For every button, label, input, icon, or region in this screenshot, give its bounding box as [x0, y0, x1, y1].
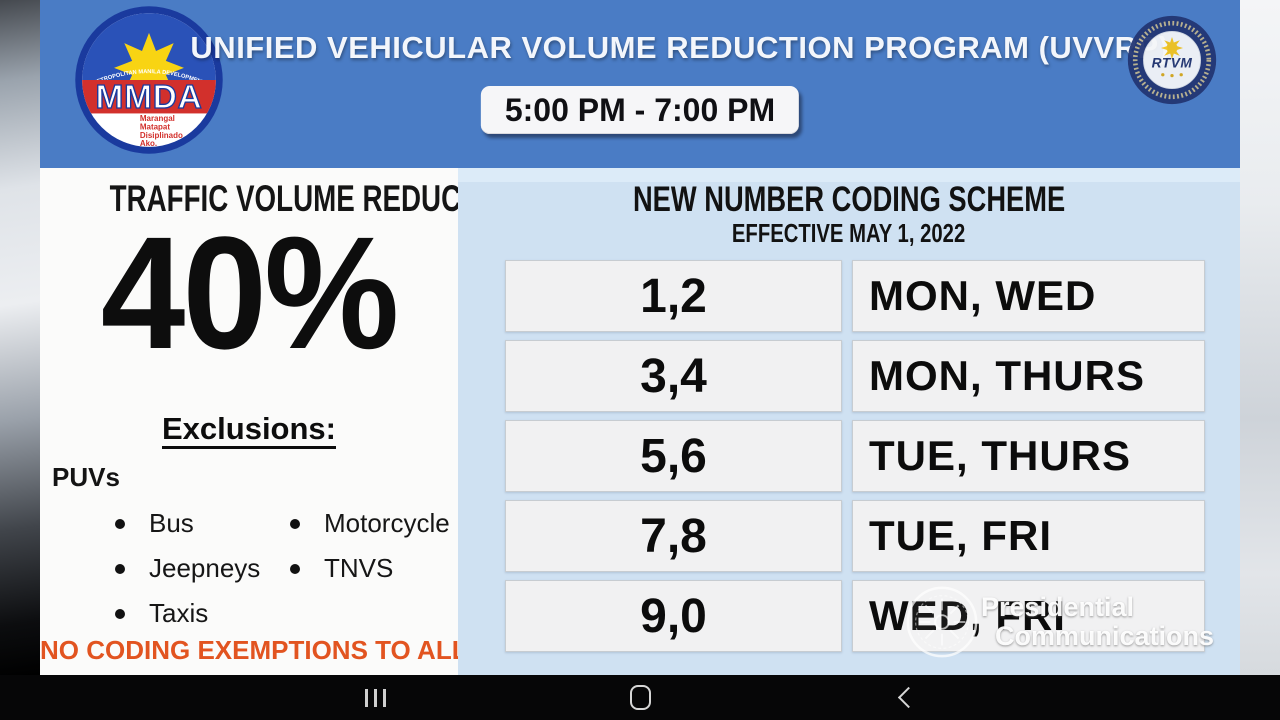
uvvrp-slide: METROPOLITAN MANILA DEVELOPMENT AUTHORIT… — [40, 0, 1240, 675]
bullet-icon — [115, 563, 125, 574]
plate-numbers-cell: 7,8 — [505, 500, 842, 572]
table-row: 9,0 WED, FRI — [505, 580, 1205, 652]
presidential-seal-icon — [906, 586, 978, 658]
home-icon — [629, 685, 651, 710]
blurred-edge-left — [0, 0, 40, 675]
traffic-reduction-heading: TRAFFIC VOLUME REDUCTION — [109, 178, 528, 219]
coding-days-cell: MON, THURS — [852, 340, 1205, 412]
mmda-motto-line: Marangal — [140, 114, 175, 123]
reduction-percentage: 40% — [101, 203, 400, 382]
rtvm-wordmark: RTVM — [1152, 55, 1193, 70]
blurred-edge-right — [1240, 0, 1280, 675]
bullet-icon — [290, 563, 300, 574]
bullet-icon — [290, 518, 300, 529]
mmda-acronym: MMDA — [96, 79, 203, 116]
table-row: 7,8 TUE, FRI — [505, 500, 1205, 572]
mmda-logo: METROPOLITAN MANILA DEVELOPMENT AUTHORIT… — [75, 6, 223, 154]
slide-header: METROPOLITAN MANILA DEVELOPMENT AUTHORIT… — [40, 0, 1240, 168]
mmda-motto-line: Disiplinado — [140, 131, 183, 140]
rtvm-sun-rays-icon — [1160, 37, 1184, 60]
table-row: 5,6 TUE, THURS — [505, 420, 1205, 492]
recents-icon — [364, 688, 368, 707]
exclusions-heading: Exclusions: — [162, 411, 336, 446]
traffic-reduction-panel: TRAFFIC VOLUME REDUCTION 40% Exclusions:… — [40, 168, 528, 675]
android-nav-bar — [0, 675, 1280, 720]
recents-button[interactable] — [351, 675, 399, 720]
coding-days-cell: MON, WED — [852, 260, 1205, 332]
recents-icon — [373, 688, 377, 707]
list-item: Motorcycle — [290, 501, 450, 546]
back-icon — [897, 686, 919, 709]
exclusions-list-col1: Bus Jeepneys Taxis — [115, 501, 260, 636]
back-button[interactable] — [881, 675, 929, 720]
recents-icon — [382, 688, 386, 707]
coding-table: 1,2 MON, WED 3,4 MON, THURS 5,6 TUE, THU… — [505, 260, 1205, 660]
coding-scheme-heading: NEW NUMBER CODING SCHEME — [632, 180, 1066, 219]
watermark-line1: Presidential — [980, 592, 1135, 623]
presidential-communications-watermark: Presidential Communications — [903, 583, 1214, 661]
coding-scheme-panel: NEW NUMBER CODING SCHEME EFFECTIVE MAY 1… — [458, 168, 1240, 675]
list-item: TNVS — [290, 546, 450, 591]
coding-days-cell: TUE, FRI — [852, 500, 1205, 572]
bullet-icon — [115, 518, 125, 529]
coding-days-cell: WED, FRI — [852, 580, 1205, 652]
puv-label: PUVs — [52, 462, 120, 492]
rtvm-ring-text — [1132, 20, 1212, 100]
page-title: UNIFIED VEHICULAR VOLUME REDUCTION PROGR… — [190, 30, 1170, 65]
no-exemptions-note: NO CODING EXEMPTIONS TO ALL — [40, 635, 468, 665]
plate-numbers-cell: 1,2 — [505, 260, 842, 332]
exclusions-list-col2: Motorcycle TNVS — [290, 501, 450, 591]
rtvm-logo: RTVM — [1127, 15, 1217, 105]
list-item: Jeepneys — [115, 546, 260, 591]
table-row: 3,4 MON, THURS — [505, 340, 1205, 412]
watermark-line2: Communications — [994, 621, 1214, 651]
plate-numbers-cell: 5,6 — [505, 420, 842, 492]
mmda-motto-line: Ako. — [140, 139, 157, 148]
bullet-icon — [115, 608, 125, 619]
list-item: Taxis — [115, 591, 260, 636]
plate-numbers-cell: 3,4 — [505, 340, 842, 412]
table-row: 1,2 MON, WED — [505, 260, 1205, 332]
mmda-motto-line: Matapat — [140, 122, 170, 131]
home-button[interactable] — [616, 675, 664, 720]
plate-numbers-cell: 9,0 — [505, 580, 842, 652]
coding-scheme-subheading: EFFECTIVE MAY 1, 2022 — [732, 218, 966, 248]
coding-hours-badge: 5:00 PM - 7:00 PM — [480, 86, 800, 134]
coding-days-cell: TUE, THURS — [852, 420, 1205, 492]
list-item: Bus — [115, 501, 260, 546]
